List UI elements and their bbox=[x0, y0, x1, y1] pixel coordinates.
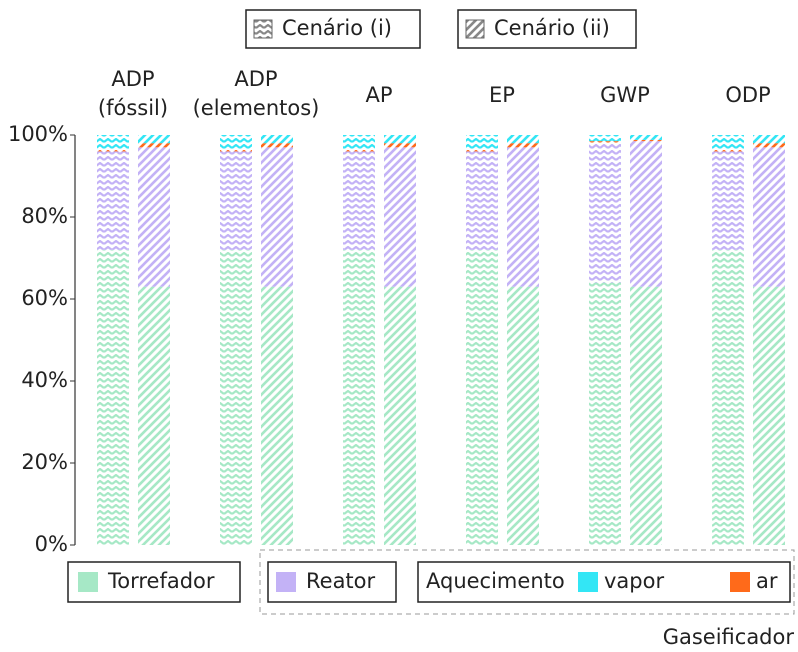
bar-segment bbox=[589, 141, 621, 144]
bar-segment bbox=[384, 147, 416, 287]
bar-segment bbox=[753, 286, 785, 545]
bar-segment bbox=[712, 135, 744, 150]
y-tick-label: 60% bbox=[21, 286, 68, 310]
legend-box bbox=[245, 9, 421, 49]
bar-segment bbox=[589, 282, 621, 545]
bar-segment bbox=[630, 139, 662, 142]
bar-segment bbox=[261, 135, 293, 144]
bar-segment bbox=[507, 143, 539, 148]
x-category-label: GWP bbox=[600, 83, 650, 107]
bar-segment bbox=[712, 249, 744, 546]
bar-segment bbox=[589, 143, 621, 283]
legend-swatch bbox=[253, 19, 273, 39]
bar-segment bbox=[753, 143, 785, 148]
bar-segment bbox=[343, 149, 375, 152]
bar-segment bbox=[261, 143, 293, 148]
bar-segment bbox=[753, 135, 785, 144]
bar-segment bbox=[138, 147, 170, 287]
y-tick-label: 80% bbox=[21, 204, 68, 228]
bar-segment bbox=[753, 147, 785, 287]
bar-segment bbox=[97, 149, 129, 152]
bar-segment bbox=[630, 135, 662, 140]
bar-segment bbox=[466, 149, 498, 152]
bar-segment bbox=[630, 141, 662, 287]
legend-label: Reator bbox=[306, 569, 376, 593]
legend-group-frame bbox=[259, 549, 795, 615]
bar-segment bbox=[138, 135, 170, 144]
y-tick-label: 0% bbox=[35, 532, 68, 556]
legend-label: vapor bbox=[604, 569, 664, 593]
bar-segment bbox=[630, 286, 662, 545]
bar-segment bbox=[220, 135, 252, 150]
legend-swatch bbox=[78, 572, 98, 592]
bar-segment bbox=[507, 147, 539, 287]
legend-box bbox=[417, 561, 791, 603]
bar-segment bbox=[384, 286, 416, 545]
bar-segment bbox=[466, 151, 498, 250]
bar-segment bbox=[138, 143, 170, 148]
legend-label: Torrefador bbox=[107, 569, 215, 593]
bar-segment bbox=[343, 249, 375, 546]
legend-swatch bbox=[465, 19, 485, 39]
legend-swatch bbox=[578, 572, 598, 592]
bar-segment bbox=[343, 135, 375, 150]
bar-segment bbox=[507, 286, 539, 545]
x-category-label: EP bbox=[489, 83, 515, 107]
bar-segment bbox=[220, 249, 252, 546]
bar-segment bbox=[138, 286, 170, 545]
legend-swatch bbox=[730, 572, 750, 592]
x-category-label: ADP (elementos) bbox=[193, 67, 320, 120]
bar-segment bbox=[343, 151, 375, 250]
y-tick-label: 100% bbox=[8, 122, 68, 146]
legend-swatch bbox=[276, 572, 296, 592]
x-category-label: ODP bbox=[725, 83, 770, 107]
y-tick-label: 40% bbox=[21, 368, 68, 392]
legend-group-label: Aquecimento bbox=[426, 569, 565, 593]
bar-segment bbox=[466, 249, 498, 546]
y-tick-label: 20% bbox=[21, 450, 68, 474]
legend-label: ar bbox=[756, 569, 778, 593]
x-category-label: AP bbox=[365, 83, 392, 107]
bar-segment bbox=[220, 149, 252, 152]
legend-label: Cenário (ii) bbox=[494, 16, 610, 40]
bar-segment bbox=[384, 135, 416, 144]
bar-segment bbox=[97, 135, 129, 150]
bar-segment bbox=[261, 286, 293, 545]
bar-segment bbox=[712, 151, 744, 250]
bar-segment bbox=[220, 151, 252, 250]
x-category-label: ADP (fóssil) bbox=[98, 67, 168, 120]
bar-segment bbox=[97, 151, 129, 250]
bar-segment bbox=[589, 135, 621, 142]
bar-segment bbox=[712, 149, 744, 152]
legend-box bbox=[457, 9, 637, 49]
bar-segment bbox=[97, 249, 129, 546]
bar-segment bbox=[466, 135, 498, 150]
bar-segment bbox=[507, 135, 539, 144]
legend-box bbox=[267, 561, 397, 603]
bar-segment bbox=[261, 147, 293, 287]
bar-segment bbox=[384, 143, 416, 148]
legend-label: Cenário (i) bbox=[282, 16, 392, 40]
legend-outer-label: Gaseificador bbox=[663, 625, 795, 649]
